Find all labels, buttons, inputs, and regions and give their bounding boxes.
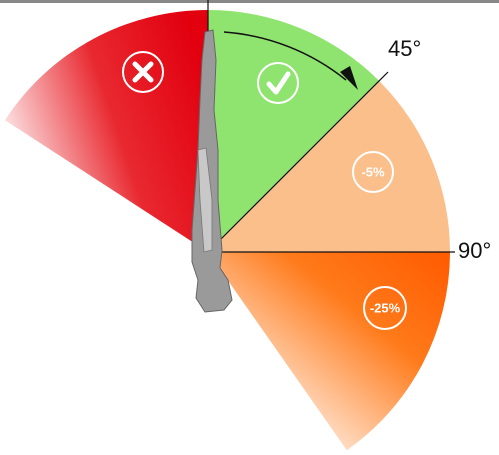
green-zone: [208, 10, 380, 252]
angle-label: 90°: [458, 238, 491, 263]
red-zone: [5, 9, 208, 252]
top-bar: [0, 0, 499, 3]
arrow-arc: [223, 31, 347, 81]
pale-orange-zone: [208, 80, 450, 253]
line-45: [207, 71, 389, 253]
zone-label: -25%: [370, 300, 401, 315]
angle-label: 45°: [388, 36, 421, 61]
zone-label: -5%: [361, 164, 385, 179]
arrow-head: [340, 66, 358, 90]
orange-zone: [208, 252, 450, 451]
arm: [197, 147, 213, 253]
zone-badge: [352, 151, 394, 193]
zone-badge: [363, 286, 407, 330]
check-icon: [257, 62, 299, 104]
no-icon: [122, 51, 164, 93]
body-silhouette: [191, 29, 233, 313]
